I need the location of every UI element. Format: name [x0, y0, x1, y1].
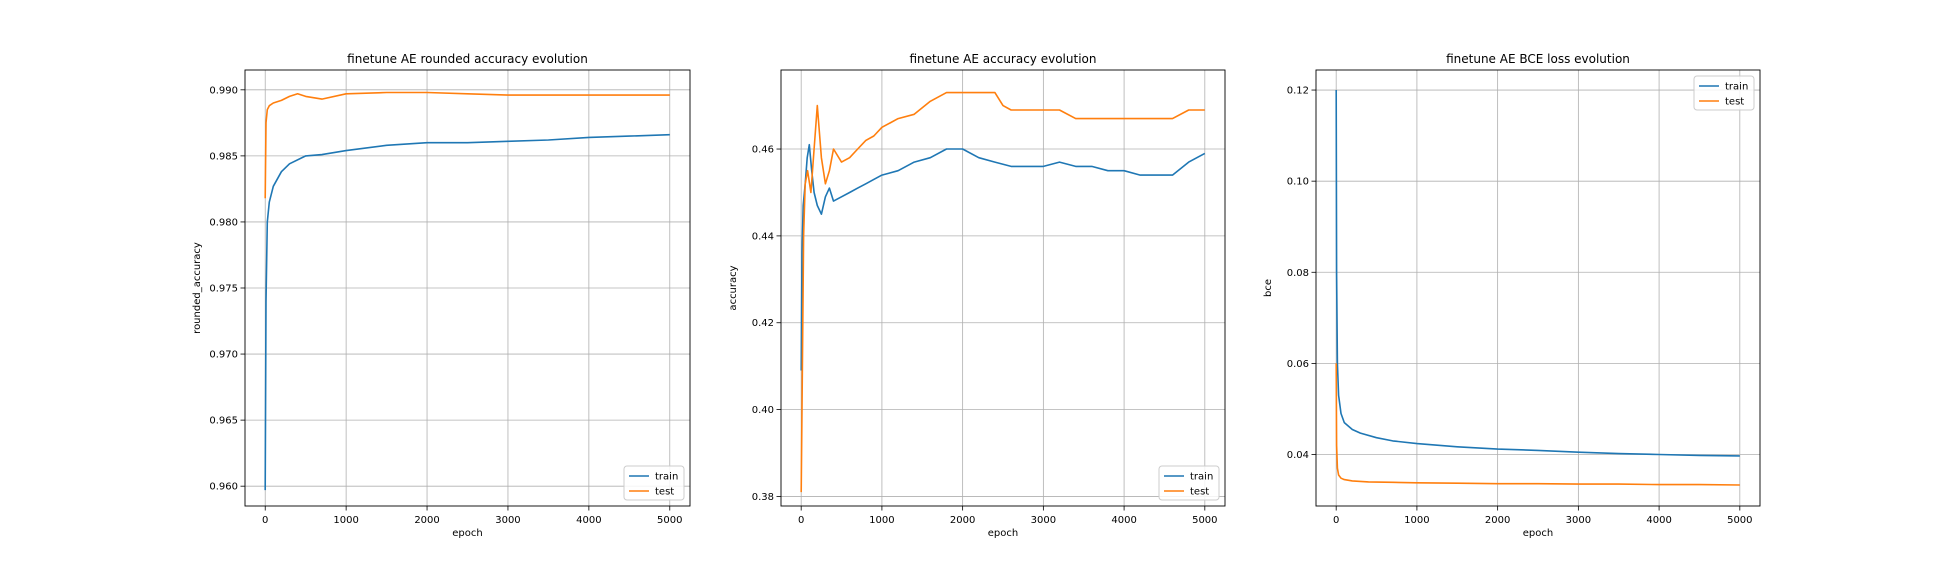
y-tick-label: 0.12: [1287, 86, 1309, 97]
chart-panel-3: 0 1000 2000 3000 4000 5000 0.04 0.06 0.08 0.10 0.1…: [1263, 52, 1761, 539]
x-tick-label: 2000: [414, 515, 439, 526]
x-tick-label: 3000: [1031, 515, 1056, 526]
y-axis-label: bce: [1263, 279, 1274, 297]
y-tick-label: 0.44: [752, 231, 774, 242]
y-axis-label: accuracy: [728, 265, 739, 310]
legend-label-train: train: [655, 472, 678, 483]
x-tick-label: 4000: [576, 515, 601, 526]
y-tick-label: 0.970: [209, 350, 238, 361]
legend-label-train: train: [1190, 472, 1213, 483]
x-tick-label: 5000: [657, 515, 682, 526]
series-line-test: [1335, 363, 1740, 486]
y-axis-label: rounded_accuracy: [192, 242, 203, 334]
x-axis-label: epoch: [988, 528, 1018, 539]
x-tick-label: 0: [262, 515, 268, 526]
x-tick-label: 4000: [1646, 515, 1671, 526]
y-tick-label: 0.960: [209, 482, 238, 493]
series-line-test: [800, 91, 1205, 493]
x-tick-label: 4000: [1111, 515, 1136, 526]
y-tick-label: 0.980: [209, 217, 238, 228]
plot-frame: [1315, 69, 1761, 507]
series-line-train: [800, 143, 1206, 371]
y-tick-label: 0.04: [1287, 450, 1309, 461]
y-tick-label: 0.985: [209, 151, 238, 162]
plot-frame: [780, 69, 1226, 507]
chart-title: finetune AE accuracy evolution: [910, 52, 1097, 66]
y-tick-label: 0.42: [752, 318, 774, 329]
y-tick-label: 0.965: [209, 416, 238, 427]
chart-panel-2: 0 1000 2000 3000 4000 5000 0.38 0.40 0.42 0.44 0.4…: [728, 52, 1226, 539]
x-tick-label: 0: [1333, 515, 1339, 526]
series-line-train: [1335, 89, 1740, 457]
x-tick-label: 2000: [1485, 515, 1510, 526]
y-tick-label: 0.990: [209, 85, 238, 96]
x-tick-label: 5000: [1727, 515, 1752, 526]
x-tick-label: 3000: [495, 515, 520, 526]
x-axis-label: epoch: [1523, 528, 1553, 539]
y-tick-label: 0.06: [1287, 359, 1309, 370]
legend: train test: [623, 465, 685, 501]
y-tick-label: 0.10: [1287, 177, 1309, 188]
legend-label-test: test: [1725, 97, 1744, 108]
x-tick-label: 3000: [1566, 515, 1591, 526]
legend-label-test: test: [1190, 487, 1209, 498]
legend: train test: [1693, 75, 1755, 111]
series-line-train: [264, 133, 670, 491]
x-tick-label: 1000: [333, 515, 358, 526]
y-tick-label: 0.38: [752, 492, 774, 503]
y-tick-label: 0.46: [752, 145, 774, 156]
x-tick-label: 1000: [869, 515, 894, 526]
chart-title: finetune AE rounded accuracy evolution: [347, 52, 588, 66]
y-tick-label: 0.975: [209, 284, 238, 295]
legend-label-test: test: [655, 487, 674, 498]
x-tick-label: 5000: [1192, 515, 1217, 526]
chart-panel-1: 0 1000 2000 3000 4000 5000 0.960 0.965 0.970 0.97…: [192, 52, 691, 539]
chart-title: finetune AE BCE loss evolution: [1446, 52, 1630, 66]
y-tick-label: 0.08: [1287, 268, 1309, 279]
series-line-test: [264, 91, 670, 199]
y-tick-label: 0.40: [752, 405, 774, 416]
x-axis-label: epoch: [452, 528, 482, 539]
legend: train test: [1158, 465, 1220, 501]
x-tick-label: 1000: [1404, 515, 1429, 526]
x-tick-label: 2000: [950, 515, 975, 526]
x-tick-label: 0: [798, 515, 804, 526]
plot-frame: [244, 69, 691, 507]
legend-label-train: train: [1725, 82, 1748, 93]
